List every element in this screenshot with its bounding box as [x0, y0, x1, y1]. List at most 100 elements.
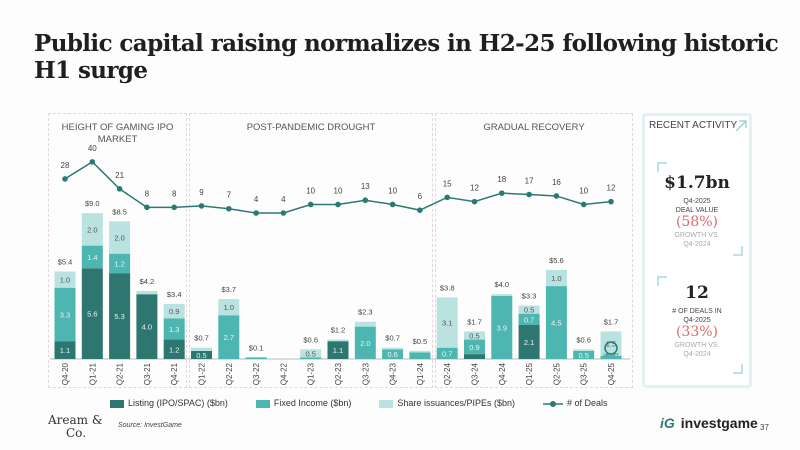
bar-segment [163, 339, 185, 359]
deals-label: 12 [470, 184, 479, 193]
deals-point [608, 198, 614, 205]
bar-segment [354, 326, 376, 359]
deals-label: 10 [388, 186, 397, 195]
segment-label: 0.9 [169, 307, 179, 316]
x-tick-label: Q2-21 [116, 362, 125, 385]
bar-total-label: $0.5 [413, 337, 428, 346]
deals-point [553, 193, 560, 199]
bar-segment [54, 287, 76, 342]
bar-segment [491, 295, 513, 359]
corner-decoration [657, 162, 667, 172]
arrow-up-right-icon [735, 120, 747, 132]
bar-total-label: $1.7 [467, 317, 482, 326]
x-tick-label: Q1-25 [525, 362, 534, 385]
segment-label: 2.0 [114, 234, 124, 243]
bar-segment [300, 357, 322, 359]
deals-point [362, 197, 369, 204]
segment-label: 0.9 [469, 343, 479, 352]
bar-total-label: $0.7 [385, 334, 400, 343]
deal-count-growth-label: GROWTH VS. [674, 342, 720, 349]
bar-total-label: $8.5 [112, 207, 127, 216]
bar-segment [382, 349, 404, 359]
bar-segment [518, 313, 540, 325]
bar-total-label: $0.6 [576, 335, 591, 344]
deals-point [526, 191, 532, 198]
x-tick-label: Q2-22 [225, 362, 234, 385]
deals-point [444, 194, 451, 201]
deals-label: 4 [281, 195, 286, 204]
segment-label: 2.0 [360, 339, 370, 348]
x-tick-label: Q1-23 [307, 362, 316, 385]
x-tick-label: Q4-24 [498, 362, 507, 385]
bar-segment [191, 347, 212, 351]
deals-label: 9 [199, 188, 204, 197]
bar-segment [545, 269, 567, 287]
deals-point [116, 186, 123, 192]
x-tick-label: Q4-23 [389, 362, 398, 385]
deals-label: 6 [418, 192, 423, 201]
bar-total-label: $0.7 [194, 334, 209, 343]
segment-label: 0.6 [387, 350, 397, 359]
segment-label: 0.7 [524, 315, 534, 324]
deals-point [417, 207, 423, 213]
recent-activity-title: RECENT ACTIVITY [649, 120, 738, 131]
deal-count-growth: (33%) [675, 324, 719, 340]
deals-point [580, 201, 587, 208]
chart-legend: Listing (IPO/SPAC) ($bn) Fixed Income ($… [110, 398, 608, 408]
bar-total-label: $3.7 [221, 285, 236, 294]
deal-value-growth-label: GROWTH VS. [674, 232, 720, 239]
x-tick-label: Q4-25 [607, 362, 616, 385]
x-tick-label: Q2-25 [552, 362, 561, 385]
deals-label: 28 [61, 161, 70, 170]
segment-label: 1.3 [169, 325, 179, 334]
bar-segment [81, 268, 103, 359]
segment-label: 4.5 [551, 319, 561, 328]
section-box-drought [189, 113, 433, 388]
bar-segment [218, 315, 240, 359]
bar-segment [327, 339, 349, 342]
bar-total-label: $0.1 [249, 343, 264, 352]
x-tick-label: Q2-24 [443, 362, 452, 385]
section-heading-drought: POST-PANDEMIC DROUGHT [246, 122, 376, 133]
bar-total-label: $2.3 [358, 308, 373, 317]
segment-label: 0.5 [578, 351, 588, 360]
bar-segment [464, 331, 485, 340]
deals-point [171, 204, 177, 211]
bar-total-label: $4.0 [494, 280, 509, 289]
deals-label: 8 [172, 189, 177, 198]
deals-point [280, 210, 287, 216]
bar-segment [327, 341, 349, 359]
x-tick-label: Q3-24 [471, 362, 480, 385]
bar-segment [109, 221, 131, 254]
deals-point [499, 190, 505, 196]
segment-label: 1.1 [60, 346, 70, 355]
slide-title: Public capital raising normalizes in H2-… [34, 30, 779, 84]
deals-point [226, 205, 232, 212]
investgame-logo: iG investgame [660, 415, 758, 431]
deals-point [89, 159, 96, 165]
deals-label: 40 [88, 144, 97, 153]
deal-value-growth-period: Q4-2024 [683, 241, 711, 248]
deals-label: 8 [145, 189, 150, 198]
bar-segment [436, 297, 458, 348]
bar-segment [409, 350, 431, 353]
aream-logo: Aream & Co. [48, 413, 103, 440]
x-tick-label: Q3-25 [580, 362, 589, 385]
legend-share-issuances: Share issuances/PIPEs ($bn) [379, 398, 515, 408]
section-heading-ipo-height: HEIGHT OF GAMING IPO MARKET [61, 122, 174, 145]
deals-label: 21 [115, 171, 124, 180]
legend-fixed-income: Fixed Income ($bn) [255, 398, 351, 408]
deals-label: 13 [361, 182, 370, 191]
segment-label: 1.2 [169, 345, 179, 354]
legend-deals: # of Deals [542, 398, 608, 408]
deal-value-period: Q4-2025 [683, 198, 711, 205]
bar-total-label: $4.2 [140, 277, 155, 286]
segment-label: 1.4 [87, 253, 97, 262]
bar-segment [300, 349, 322, 358]
deals-label: 18 [497, 175, 506, 184]
deals-label: 16 [552, 178, 561, 187]
bar-segment [436, 347, 458, 359]
bar-segment [109, 273, 131, 359]
segment-label: 3.1 [442, 319, 452, 328]
